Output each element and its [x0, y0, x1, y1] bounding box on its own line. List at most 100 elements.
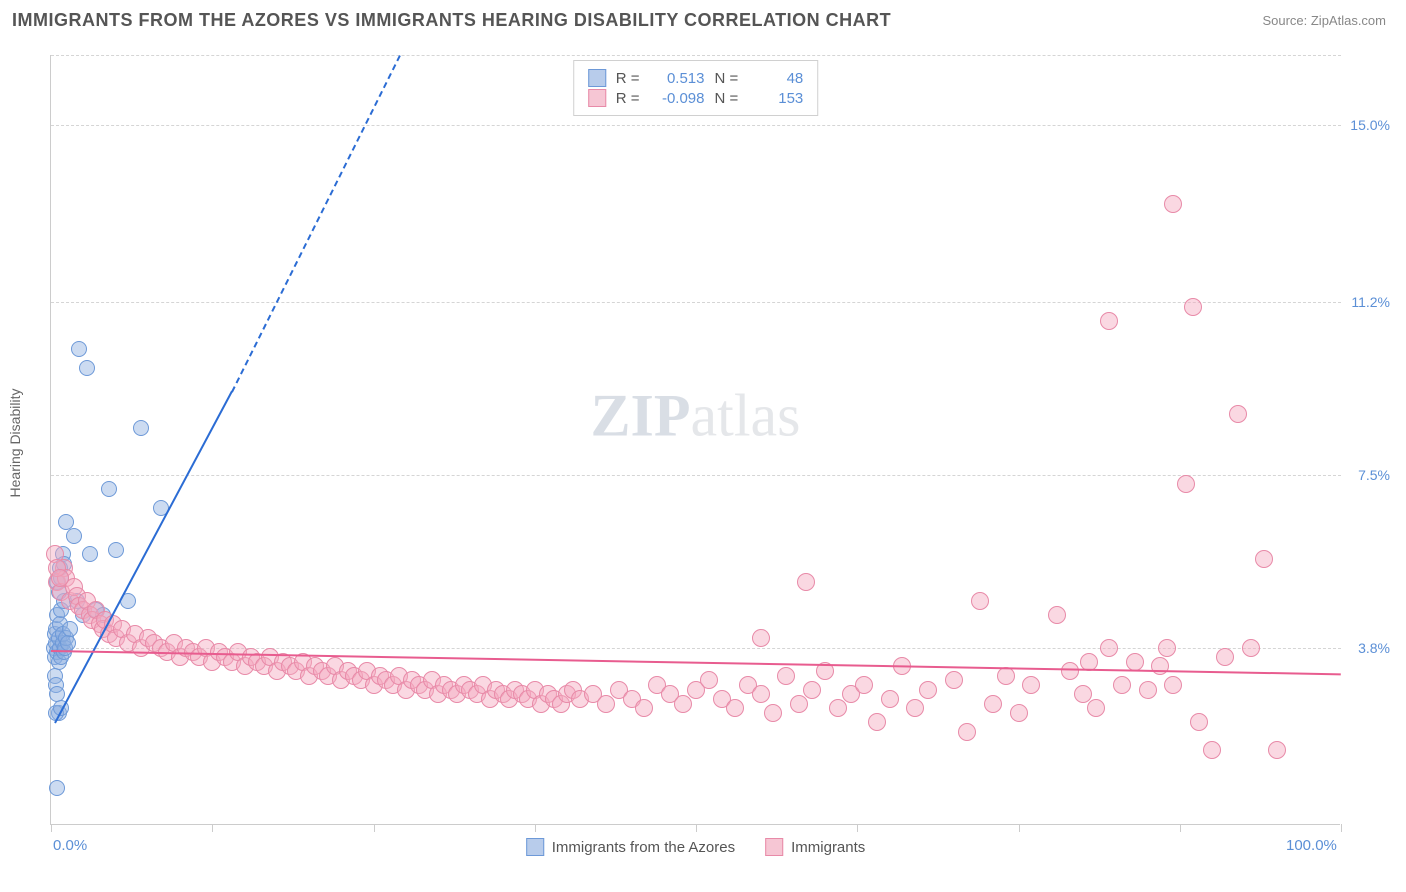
- r-value: 0.513: [650, 70, 705, 87]
- scatter-point-immigrants: [700, 671, 718, 689]
- y-axis-title: Hearing Disability: [7, 388, 23, 497]
- x-tick-label: 0.0%: [53, 837, 87, 854]
- n-label: N =: [715, 90, 739, 107]
- plot-area: ZIPatlas R =0.513N =48R =-0.098N =153 Im…: [50, 55, 1340, 825]
- scatter-point-immigrants: [855, 676, 873, 694]
- scatter-point-immigrants: [919, 681, 937, 699]
- legend-item: Immigrants: [765, 838, 865, 856]
- x-tick: [1180, 824, 1181, 832]
- n-label: N =: [715, 70, 739, 87]
- scatter-point-immigrants: [1061, 662, 1079, 680]
- scatter-point-immigrants: [674, 695, 692, 713]
- r-label: R =: [616, 70, 640, 87]
- scatter-point-immigrants: [1190, 713, 1208, 731]
- watermark: ZIPatlas: [591, 382, 801, 451]
- scatter-point-azores: [71, 341, 87, 357]
- chart-header: IMMIGRANTS FROM THE AZORES VS IMMIGRANTS…: [0, 0, 1406, 36]
- scatter-point-immigrants: [752, 629, 770, 647]
- legend-label: Immigrants from the Azores: [552, 839, 735, 856]
- scatter-point-immigrants: [635, 699, 653, 717]
- y-tick-label: 3.8%: [1358, 640, 1390, 656]
- scatter-point-immigrants: [797, 573, 815, 591]
- y-tick-label: 15.0%: [1350, 117, 1390, 133]
- n-value: 48: [748, 70, 803, 87]
- scatter-point-immigrants: [1022, 676, 1040, 694]
- scatter-point-azores: [79, 360, 95, 376]
- scatter-point-immigrants: [1268, 741, 1286, 759]
- scatter-point-immigrants: [1229, 405, 1247, 423]
- chart-title: IMMIGRANTS FROM THE AZORES VS IMMIGRANTS…: [12, 10, 891, 31]
- scatter-point-azores: [108, 542, 124, 558]
- scatter-point-immigrants: [1255, 550, 1273, 568]
- chart-area: Hearing Disability ZIPatlas R =0.513N =4…: [50, 55, 1390, 830]
- x-tick: [696, 824, 697, 832]
- x-tick: [535, 824, 536, 832]
- scatter-point-immigrants: [1164, 195, 1182, 213]
- y-tick-label: 11.2%: [1351, 294, 1390, 310]
- scatter-point-immigrants: [803, 681, 821, 699]
- n-value: 153: [748, 90, 803, 107]
- bottom-legend: Immigrants from the Azores Immigrants: [526, 838, 866, 856]
- scatter-point-immigrants: [868, 713, 886, 731]
- r-value: -0.098: [650, 90, 705, 107]
- scatter-point-immigrants: [597, 695, 615, 713]
- x-tick-label: 100.0%: [1286, 837, 1337, 854]
- scatter-point-immigrants: [1177, 475, 1195, 493]
- x-tick: [1341, 824, 1342, 832]
- source-attribution: Source: ZipAtlas.com: [1262, 13, 1386, 28]
- scatter-point-azores: [60, 635, 76, 651]
- gridline: [51, 475, 1341, 476]
- scatter-point-immigrants: [1010, 704, 1028, 722]
- legend-swatch: [765, 838, 783, 856]
- x-tick: [212, 824, 213, 832]
- scatter-point-immigrants: [829, 699, 847, 717]
- scatter-point-immigrants: [1164, 676, 1182, 694]
- scatter-point-immigrants: [1126, 653, 1144, 671]
- x-tick: [857, 824, 858, 832]
- x-tick: [1019, 824, 1020, 832]
- scatter-point-immigrants: [1203, 741, 1221, 759]
- scatter-point-immigrants: [958, 723, 976, 741]
- y-tick-label: 7.5%: [1358, 467, 1390, 483]
- correlation-row: R = -0.098 N = 153: [588, 89, 804, 107]
- scatter-point-azores: [66, 528, 82, 544]
- legend-swatch: [588, 89, 606, 107]
- scatter-point-immigrants: [777, 667, 795, 685]
- scatter-point-immigrants: [51, 569, 69, 587]
- r-label: R =: [616, 90, 640, 107]
- scatter-point-immigrants: [1100, 312, 1118, 330]
- scatter-point-azores: [62, 621, 78, 637]
- scatter-point-immigrants: [726, 699, 744, 717]
- scatter-point-immigrants: [1048, 606, 1066, 624]
- scatter-point-azores: [49, 780, 65, 796]
- scatter-point-immigrants: [1139, 681, 1157, 699]
- scatter-point-immigrants: [1087, 699, 1105, 717]
- scatter-point-immigrants: [971, 592, 989, 610]
- gridline: [51, 302, 1341, 303]
- legend-label: Immigrants: [791, 839, 865, 856]
- scatter-point-immigrants: [752, 685, 770, 703]
- scatter-point-immigrants: [1184, 298, 1202, 316]
- gridline: [51, 125, 1341, 126]
- scatter-point-azores: [133, 420, 149, 436]
- scatter-point-immigrants: [1151, 657, 1169, 675]
- legend-swatch: [526, 838, 544, 856]
- scatter-point-immigrants: [945, 671, 963, 689]
- scatter-point-immigrants: [764, 704, 782, 722]
- scatter-point-azores: [82, 546, 98, 562]
- scatter-point-immigrants: [790, 695, 808, 713]
- correlation-box: R = 0.513 N = 48 R = -0.098 N = 153: [573, 60, 819, 116]
- scatter-point-azores: [101, 481, 117, 497]
- scatter-point-immigrants: [984, 695, 1002, 713]
- legend-swatch: [588, 69, 606, 87]
- scatter-point-immigrants: [1242, 639, 1260, 657]
- gridline: [51, 55, 1341, 56]
- correlation-row: R = 0.513 N = 48: [588, 69, 804, 87]
- scatter-point-immigrants: [1100, 639, 1118, 657]
- scatter-point-immigrants: [906, 699, 924, 717]
- scatter-point-immigrants: [1216, 648, 1234, 666]
- trend-line: [231, 56, 400, 393]
- scatter-point-immigrants: [1113, 676, 1131, 694]
- x-tick: [374, 824, 375, 832]
- scatter-point-immigrants: [881, 690, 899, 708]
